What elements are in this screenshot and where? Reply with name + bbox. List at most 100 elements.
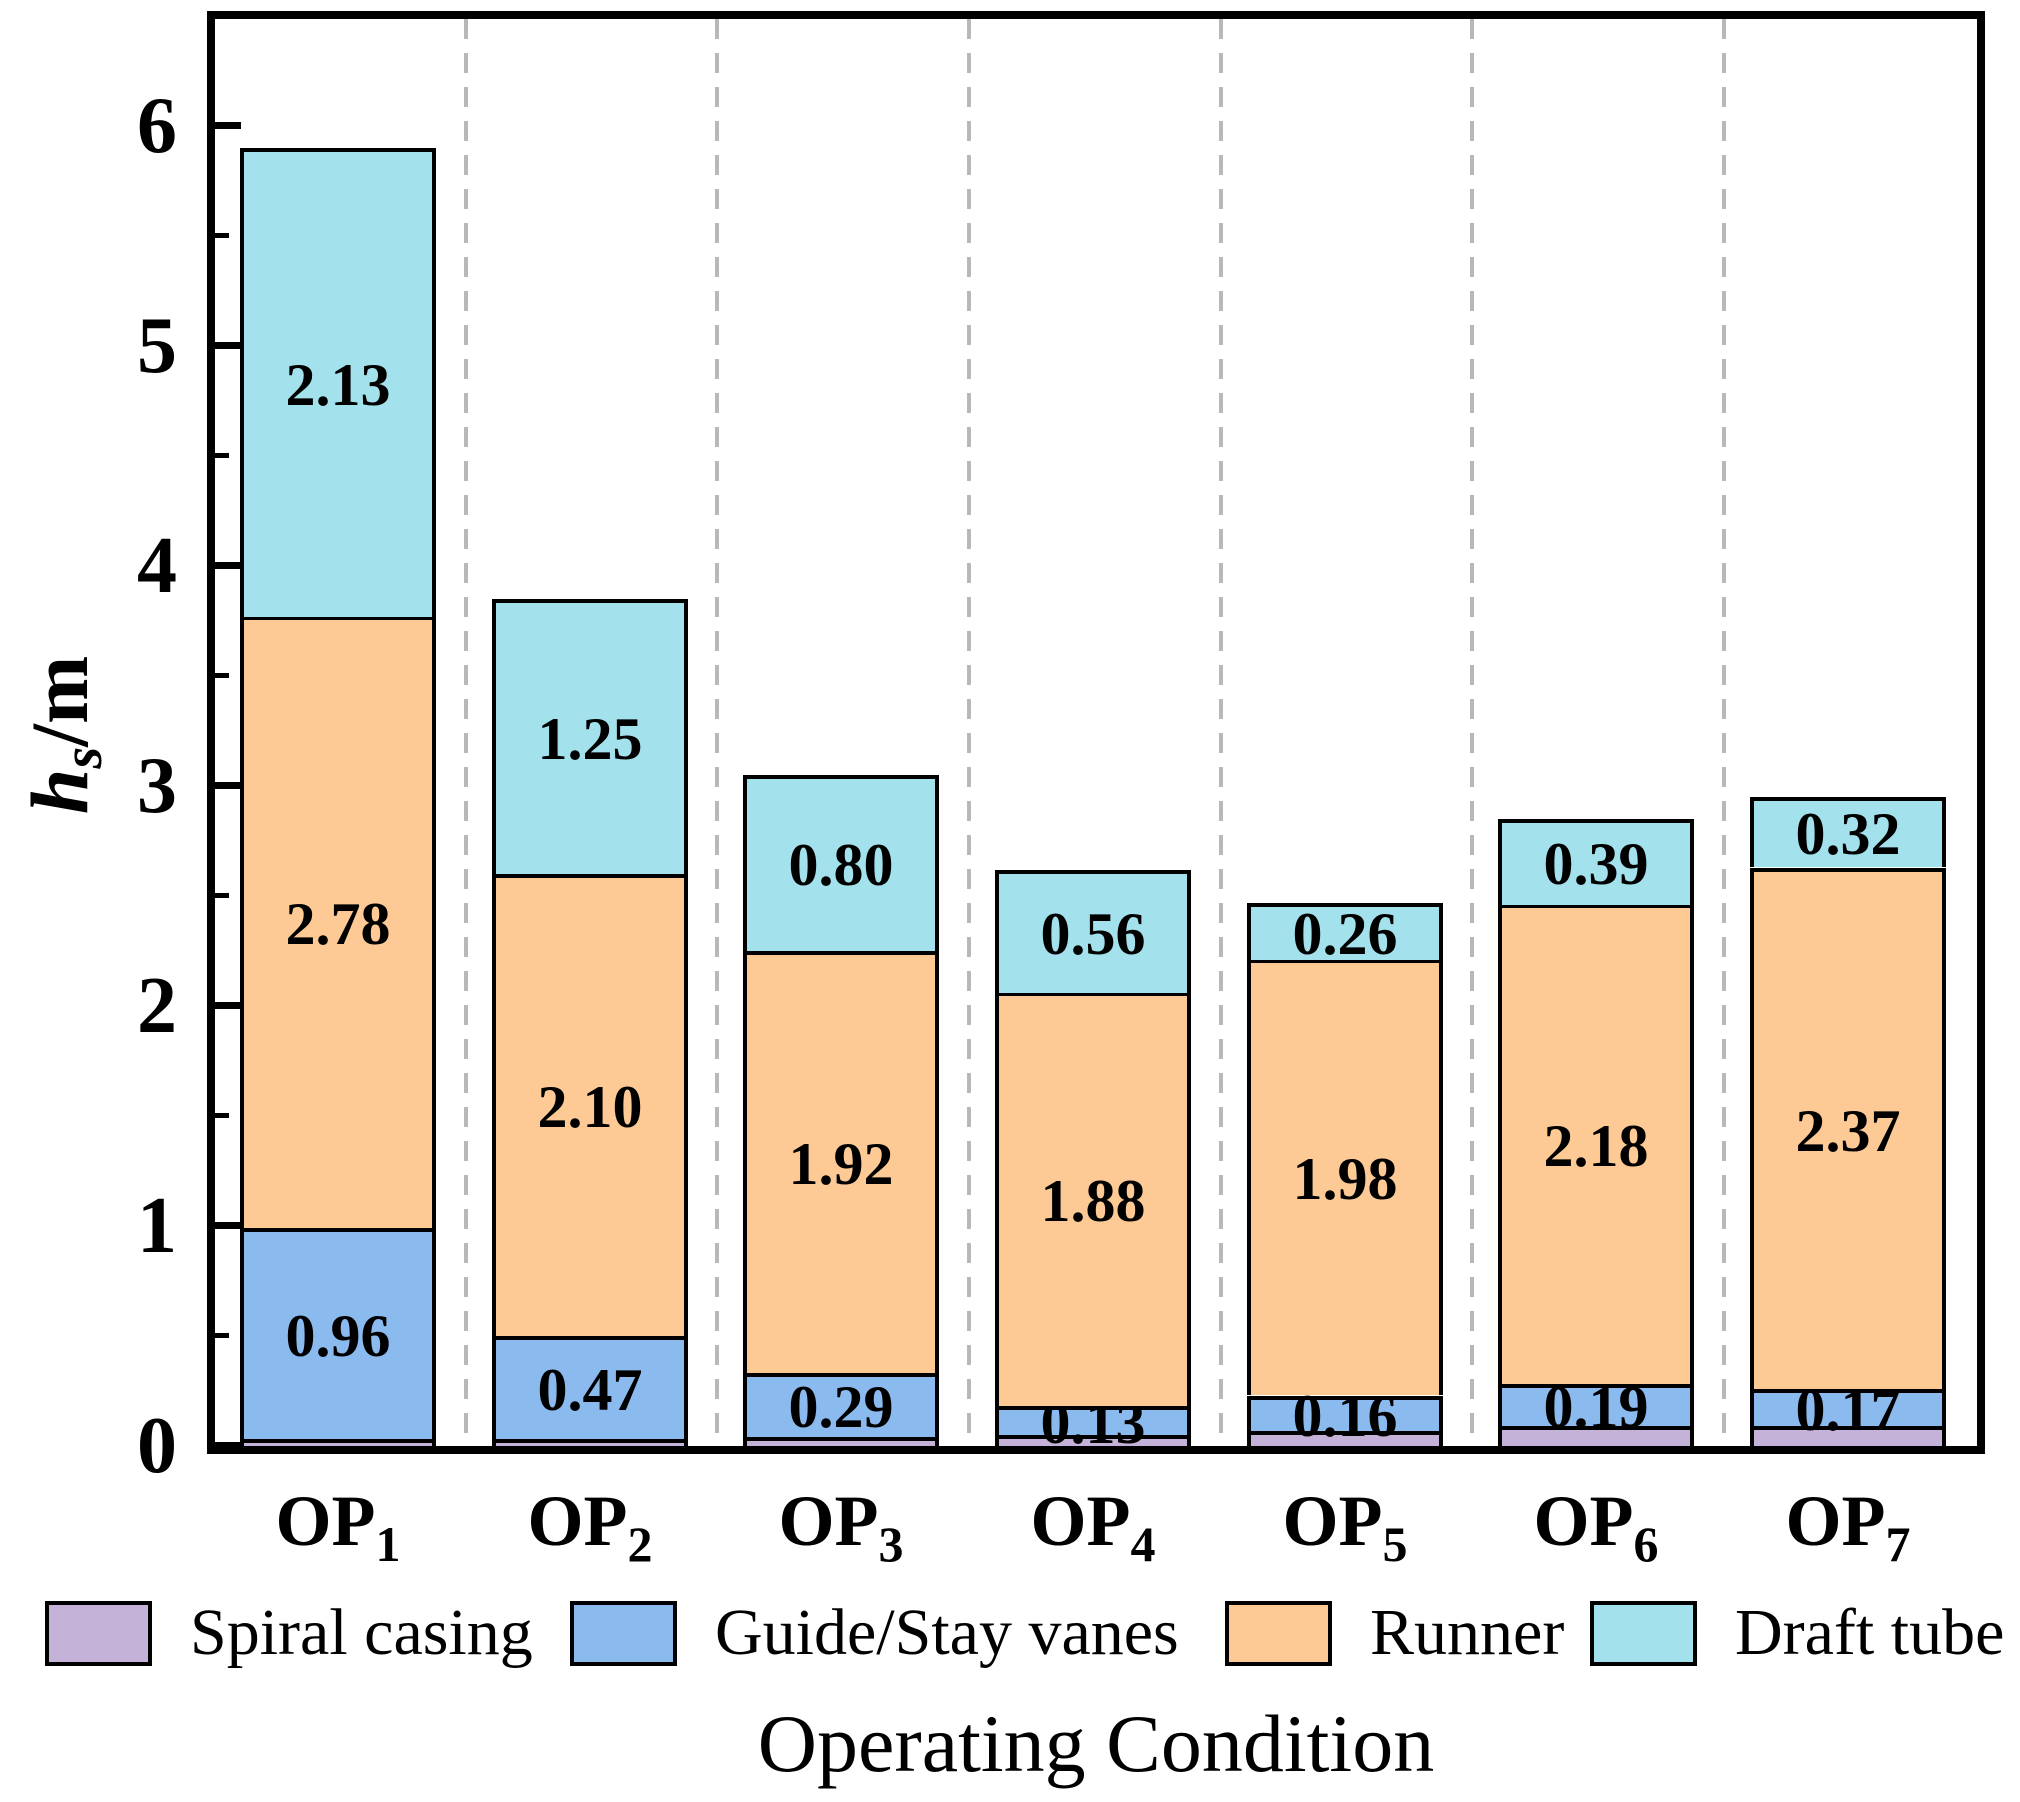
x-category-label: OP1 <box>212 1478 464 1569</box>
bar-segment: 2.78 <box>240 616 436 1228</box>
bar-segment <box>492 1439 688 1446</box>
x-category-label: OP3 <box>715 1478 967 1569</box>
x-category-label: OP5 <box>1219 1478 1471 1569</box>
bar-segment-label: 0.56 <box>1040 900 1146 967</box>
bar-segment: 0.80 <box>743 775 939 951</box>
bar-segment: 0.19 <box>1498 1377 1694 1437</box>
x-category-label-subscript: 2 <box>627 1516 653 1572</box>
grid-separator-line <box>967 19 971 1446</box>
y-axis-tick-label: 1 <box>137 1182 177 1270</box>
y-axis-minor-tick <box>215 453 229 458</box>
bar-segment: 0.26 <box>1247 903 1443 964</box>
grid-separator-line <box>464 19 468 1446</box>
legend-label: Draft tube <box>1735 1596 2005 1669</box>
y-axis-minor-tick <box>215 893 229 898</box>
bar-segment: 0.29 <box>743 1373 939 1437</box>
bar-segment-label: 1.25 <box>537 705 643 772</box>
legend-swatch <box>570 1600 677 1666</box>
x-category-label: OP6 <box>1470 1478 1722 1569</box>
bar-segment: 2.18 <box>1498 904 1694 1384</box>
grid-separator-line <box>1219 19 1223 1446</box>
y-axis-tick-label: 2 <box>137 962 177 1050</box>
bar-segment: 0.47 <box>492 1336 688 1439</box>
bar-segment-label: 2.10 <box>537 1074 643 1140</box>
grid-separator-line <box>715 19 719 1446</box>
x-category-label-subscript: 1 <box>375 1516 401 1572</box>
x-category-label-subscript: 3 <box>878 1516 904 1572</box>
bar-segment-label: 2.78 <box>285 891 391 957</box>
bar-segment-label: 0.17 <box>1795 1376 1901 1443</box>
bar-segment: 2.37 <box>1750 868 1946 1389</box>
y-axis-major-tick <box>215 342 241 349</box>
legend-swatch <box>1225 1600 1332 1666</box>
y-axis-major-tick <box>215 782 241 789</box>
bar-segment: 2.13 <box>240 148 436 617</box>
bar-segment-label: 0.80 <box>788 832 894 898</box>
legend-item: Spiral casing <box>45 1596 533 1670</box>
legend-item: Runner <box>1225 1596 1564 1670</box>
y-axis-major-tick <box>215 1442 241 1449</box>
bar-segment: 1.88 <box>995 992 1191 1406</box>
bar-segment-label: 1.98 <box>1292 1146 1398 1212</box>
legend-item: Draft tube <box>1590 1596 2004 1670</box>
y-axis-major-tick <box>215 1222 241 1229</box>
legend-swatch <box>1590 1600 1697 1666</box>
bar-segment-label: 1.92 <box>788 1131 894 1197</box>
bar-segment: 1.92 <box>743 951 939 1373</box>
bar-segment <box>743 1437 939 1446</box>
legend-item: Guide/Stay vanes <box>570 1596 1179 1670</box>
y-axis-major-tick <box>215 122 241 129</box>
bar-segment: 0.56 <box>995 870 1191 993</box>
bar-segment-label: 2.37 <box>1795 1097 1901 1164</box>
bar-segment: 0.13 <box>995 1393 1191 1453</box>
legend-swatch <box>45 1600 152 1666</box>
x-category-label-base: OP <box>1282 1481 1383 1561</box>
bar-segment-label: 1.88 <box>1040 1168 1146 1234</box>
bar-segment-label: 2.13 <box>285 351 391 418</box>
grid-separator-line <box>1470 19 1474 1446</box>
y-axis-major-tick <box>215 562 241 569</box>
bar-segment: 1.25 <box>492 599 688 874</box>
x-category-label-subscript: 4 <box>1130 1516 1156 1572</box>
legend-label: Runner <box>1370 1596 1565 1669</box>
bar-segment: 0.32 <box>1750 797 1946 867</box>
x-category-label-subscript: 7 <box>1885 1516 1911 1572</box>
x-category-label-subscript: 5 <box>1382 1516 1408 1572</box>
bar-segment-label: 0.39 <box>1543 831 1649 897</box>
bar-segment-label: 0.32 <box>1795 801 1901 867</box>
bar-segment-label: 2.18 <box>1543 1113 1649 1179</box>
x-category-label-base: OP <box>1785 1481 1886 1561</box>
x-category-label-base: OP <box>1533 1481 1634 1561</box>
bar-segment: 2.10 <box>492 874 688 1336</box>
bar-segment-label: 0.96 <box>285 1302 391 1369</box>
bar-segment: 0.17 <box>1750 1380 1946 1440</box>
x-axis-label: Operating Condition <box>757 1698 1435 1789</box>
bar-segment-label: 0.19 <box>1543 1374 1649 1440</box>
bar-segment: 0.96 <box>240 1228 436 1439</box>
legend-label: Guide/Stay vanes <box>715 1596 1179 1669</box>
y-axis-label-unit: /m <box>14 655 105 747</box>
bar-segment: 1.98 <box>1247 959 1443 1395</box>
x-category-label-base: OP <box>778 1481 879 1561</box>
bar-segment <box>1498 1426 1694 1446</box>
bar-segment-label: 0.16 <box>1292 1382 1398 1449</box>
bar-segment: 0.39 <box>1498 819 1694 905</box>
legend-label: Spiral casing <box>190 1596 533 1669</box>
y-axis-tick-label: 0 <box>137 1402 177 1490</box>
bar-segment <box>1247 1431 1443 1446</box>
bar-segment-label: 0.26 <box>1292 900 1398 967</box>
x-category-label-base: OP <box>527 1481 628 1561</box>
y-axis-minor-tick <box>215 1113 229 1118</box>
y-axis-major-tick <box>215 1002 241 1009</box>
plot-area: 0.96 2.78 2.13 0.47 2.10 1.25 0.29 1.92 0.80 0.13… <box>215 19 1977 1453</box>
bar-segment-label: 0.29 <box>788 1374 894 1440</box>
x-category-label-base: OP <box>1030 1481 1131 1561</box>
grid-separator-line <box>1722 19 1726 1446</box>
bar-segment <box>240 1439 436 1446</box>
y-axis-tick-label: 5 <box>137 302 177 390</box>
x-category-label: OP4 <box>967 1478 1219 1569</box>
bar-segment: 0.16 <box>1247 1386 1443 1446</box>
y-axis-tick-label: 4 <box>137 522 177 610</box>
bar-segment-label: 0.47 <box>537 1356 643 1423</box>
x-category-label: OP7 <box>1722 1478 1974 1569</box>
